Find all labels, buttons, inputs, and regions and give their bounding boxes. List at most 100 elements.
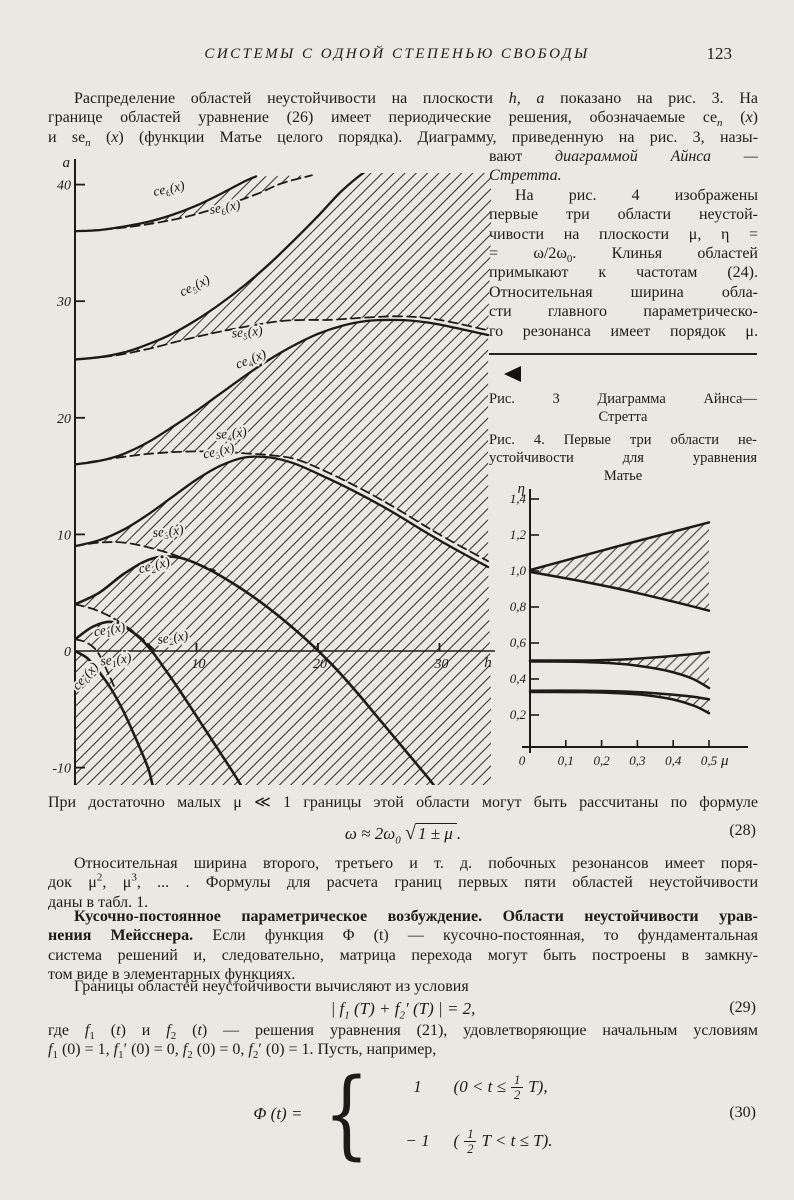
svg-text:0: 0	[519, 753, 526, 768]
condition-post: T),	[528, 1077, 548, 1096]
svg-text:1,2: 1,2	[510, 527, 527, 542]
column-divider	[489, 353, 757, 355]
svg-text:1,4: 1,4	[510, 491, 527, 506]
formula-lhs: ω ≈ 2ω0	[344, 824, 401, 847]
text-line: Распределение областей неустойчивости на…	[74, 90, 758, 107]
svg-text:0,1: 0,1	[558, 753, 574, 768]
caption-line: Матье	[603, 468, 643, 484]
text-line: и sen (x) (функции Матье целого порядка)…	[48, 128, 759, 149]
svg-text:ce3(x): ce3(x)	[201, 440, 236, 465]
bold-run: нения Мейсснера.	[48, 927, 194, 945]
text-line: го резонанса имеет порядок μ.	[489, 322, 758, 340]
svg-text:0,2: 0,2	[510, 707, 527, 722]
svg-text:ce5(x): ce5(x)	[177, 272, 214, 302]
equation-number: (30)	[729, 1104, 756, 1121]
figure-pointer-icon	[504, 366, 521, 382]
denominator: 2	[467, 1141, 474, 1156]
svg-text:a: a	[63, 155, 71, 171]
svg-text:20: 20	[57, 412, 71, 427]
text-line: Относительная ширина второго, третьего и…	[74, 855, 758, 872]
svg-text:-10: -10	[52, 762, 71, 777]
case-value: 1	[413, 1077, 422, 1096]
case-row: − 1 (1 2 T < t ≤ T).	[392, 1121, 553, 1161]
formula-body: | f1 (T) + f2′ (T) | = 2,	[330, 999, 476, 1022]
svg-text:ce1(x): ce1(x)	[93, 619, 128, 642]
text-line: вают диаграммой Айнса —	[489, 147, 758, 166]
svg-text:ce4(x): ce4(x)	[233, 346, 270, 375]
caption-line: устойчивости для уравнения	[489, 450, 757, 466]
svg-text:se2(x): se2(x)	[156, 628, 190, 650]
text-line: док μ2, μ3, ... . Формулы для расчета гр…	[48, 872, 759, 892]
mathieu-regions-chart: 1,4 1,2 1,0 0,8 0,6 0,4 0,2 0 0,1 0,2 0,3 0,4 0,5 η μ	[510, 481, 748, 769]
formula-lhs: Φ (t) =	[253, 1104, 303, 1123]
case-value: − 1	[405, 1131, 430, 1150]
case-condition: (1 2 T < t ≤ T).	[454, 1127, 553, 1156]
formula-body: ω ≈ 2ω0 √ 1 ± μ.	[344, 822, 462, 847]
text-line: примыкают к частотам (24).	[489, 264, 758, 282]
figure4-caption: Рис. 4. Первые три области не- устойчиво…	[489, 431, 757, 485]
equation-number: (29)	[729, 999, 756, 1016]
svg-text:40: 40	[57, 179, 71, 194]
text-line: первые три области неустой-	[489, 206, 758, 224]
formula-30: Φ (t) = { 1 (0 < t ≤1 2 T), − 1 (1 2 T < t ≤…	[48, 1062, 758, 1166]
figure3-caption: Рис. 3 Диаграмма Айнса— Стретта	[489, 390, 757, 426]
text-line: чивости на плоскости μ, η =	[489, 225, 758, 243]
svg-text:0,6: 0,6	[510, 635, 527, 650]
paragraph-initial-conditions: где f1 (t) и f2 (t) — решения уравнения …	[48, 1021, 759, 1062]
text-line: = ω/2ω0. Клинья областей	[489, 245, 758, 266]
case-condition: (0 < t ≤1 2 T),	[454, 1073, 548, 1102]
svg-text:10: 10	[192, 657, 206, 672]
svg-text:se3(x): se3(x)	[152, 522, 185, 543]
paragraph-intro: Распределение областей неустойчивости на…	[48, 89, 759, 149]
condition-pre: (0 < t ≤	[453, 1077, 506, 1096]
svg-text:ce2(x): ce2(x)	[137, 554, 173, 579]
text-run: Если функция Φ (t) — кусочно-постоянная,…	[193, 927, 758, 945]
svg-text:ce6(x): ce6(x)	[152, 178, 187, 202]
svg-text:10: 10	[57, 528, 71, 543]
condition-post: T < t ≤ T).	[481, 1131, 553, 1150]
paragraph-boundaries: Границы областей неустойчивости вычисляю…	[48, 977, 758, 996]
svg-text:η: η	[518, 481, 525, 497]
formula-end: .	[456, 824, 462, 843]
formula-28: ω ≈ 2ω0 √ 1 ± μ. (28)	[48, 822, 758, 847]
numerator: 1	[464, 1127, 477, 1142]
text-line: f1 (0) = 1, f1′ (0) = 0, f2 (0) = 0, f2′…	[48, 1041, 437, 1062]
text-line: Кусочно-постоянное параметрическое возбу…	[74, 908, 758, 925]
denominator: 2	[513, 1087, 521, 1102]
radical-sign: √	[404, 822, 416, 844]
text-line: На рис. 4 изображены	[515, 186, 758, 204]
svg-text:μ: μ	[720, 753, 729, 769]
svg-text:20: 20	[313, 657, 327, 672]
text-line: Границы областей неустойчивости вычисляю…	[74, 978, 469, 995]
text-line: где f1 (t) и f2 (t) — решения уравнения …	[48, 1022, 759, 1043]
svg-text:se4(x): se4(x)	[215, 424, 248, 445]
paragraph-resonance-width: Относительная ширина второго, третьего и…	[48, 854, 758, 912]
svg-text:30: 30	[434, 657, 449, 672]
svg-text:0,2: 0,2	[593, 753, 610, 768]
svg-text:h: h	[484, 655, 492, 671]
ince-strutt-diagram: 40 30 20 10 0 -10 10 20 30 a h ce6(x) se6(x) ce5(x) se…	[52, 155, 495, 785]
svg-text:1,0: 1,0	[510, 563, 527, 578]
svg-text:0,8: 0,8	[510, 599, 527, 614]
svg-text:0,5: 0,5	[701, 753, 718, 768]
case-row: 1 (0 < t ≤1 2 T),	[392, 1067, 553, 1107]
running-head: СИСТЕМЫ С ОДНОЙ СТЕПЕНЬЮ СВОБОДЫ	[204, 46, 590, 62]
cases-block: 1 (0 < t ≤1 2 T), − 1 (1 2 T < t ≤ T).	[392, 1067, 553, 1161]
right-column-text: вают диаграммой Айнса — Стретта. На рис.…	[489, 147, 758, 341]
text-line: даны в табл. 1.	[48, 893, 149, 911]
svg-text:0,4: 0,4	[665, 753, 682, 768]
italic-term: диаграммой Айнса —	[555, 148, 758, 165]
svg-text:30: 30	[56, 295, 71, 310]
caption-line: Рис. 3 Диаграмма Айнса—	[489, 391, 757, 407]
text-line: границе областей уравнение (26) имеет пе…	[48, 109, 758, 130]
text-line: При достаточно малых μ ≪ 1 границы этой …	[48, 794, 758, 811]
formula-29: | f1 (T) + f2′ (T) | = 2, (29)	[48, 999, 758, 1022]
equation-number: (28)	[729, 822, 756, 839]
text-line: нения Мейсснера. Если функция Φ (t) — ку…	[48, 926, 758, 945]
radicand: 1 ± μ	[415, 823, 457, 843]
text-line: система решений и, следовательно, матриц…	[48, 946, 758, 964]
numerator: 1	[510, 1073, 524, 1088]
text-line: сти главного параметрическо-	[489, 303, 758, 321]
